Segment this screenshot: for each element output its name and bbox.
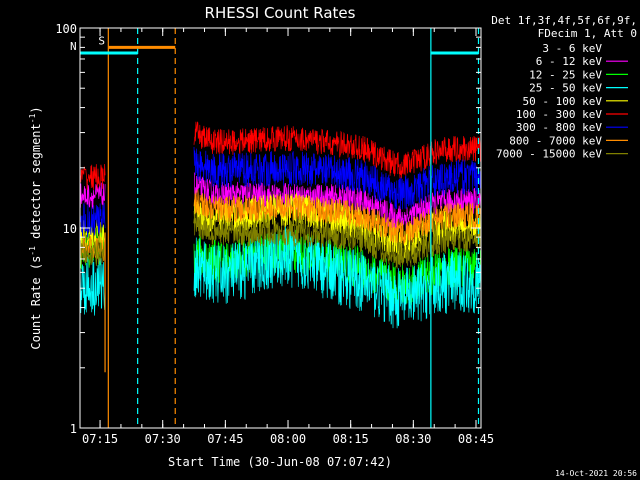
series-line [79, 202, 106, 238]
series-line [193, 226, 482, 329]
legend-entry: 3 - 6 keV [542, 42, 628, 55]
x-tick-label: 08:45 [458, 432, 494, 446]
axis-ticks: 07:15 07:30 07:45 08:00 08:15 08:30 08:45 1 10 10… [55, 22, 494, 446]
legend-entry: 300 - 800 keV [516, 121, 628, 134]
series-line [79, 255, 106, 316]
legend-label: 6 - 12 keV [536, 55, 603, 68]
y-tick-label: 100 [55, 22, 77, 36]
series-7000-15000kev [79, 210, 482, 269]
legend-label: 100 - 300 keV [516, 108, 602, 121]
x-tick-label: 08:15 [333, 432, 369, 446]
series-line [193, 210, 482, 269]
legend-label: 7000 - 15000 keV [496, 148, 602, 161]
y-tick-label: 1 [70, 422, 77, 436]
legend: Det 1f,3f,4f,5f,6f,9f, FDecim 1, Att 0 3… [491, 14, 637, 161]
series-line [193, 121, 482, 179]
plot-area: SN [70, 28, 482, 428]
x-tick-label: 07:15 [82, 432, 118, 446]
attenuator-label: N [70, 40, 77, 53]
series-300-800kev [79, 146, 482, 238]
x-tick-label: 08:00 [270, 432, 306, 446]
series-line [193, 146, 482, 210]
x-tick-label: 07:30 [145, 432, 181, 446]
series-line [79, 182, 106, 209]
legend-entry: 800 - 7000 keV [509, 134, 628, 147]
y-tick-label: 10 [63, 222, 77, 236]
series-25-50kev [79, 226, 482, 329]
series-100-300kev [79, 121, 482, 191]
legend-entry: 12 - 25 keV [529, 68, 628, 81]
legend-entry: 7000 - 15000 keV [496, 148, 628, 161]
series-line [79, 163, 106, 191]
legend-label: 800 - 7000 keV [509, 134, 602, 147]
footer-date: 14-Oct-2021 20:56 [555, 469, 637, 478]
legend-entry: 25 - 50 keV [529, 82, 628, 95]
legend-label: 50 - 100 keV [523, 95, 603, 108]
x-tick-label: 07:45 [207, 432, 243, 446]
legend-entry: 6 - 12 keV [536, 55, 628, 68]
legend-header-line-2: FDecim 1, Att 0 [538, 27, 637, 40]
legend-label: 3 - 6 keV [542, 42, 602, 55]
legend-label: 12 - 25 keV [529, 68, 602, 81]
chart-title: RHESSI Count Rates [205, 4, 356, 22]
y-axis-label: Count Rate (s-1 detector segment-1) [28, 106, 43, 349]
series-line [79, 239, 106, 267]
legend-entry: 50 - 100 keV [523, 95, 628, 108]
attenuator-label: S [98, 34, 105, 47]
legend-header-line-1: Det 1f,3f,4f,5f,6f,9f, [491, 14, 637, 27]
legend-label: 25 - 50 keV [529, 82, 602, 95]
x-axis-label: Start Time (30-Jun-08 07:07:42) [168, 455, 392, 469]
legend-label: 300 - 800 keV [516, 121, 602, 134]
x-tick-label: 08:30 [395, 432, 431, 446]
legend-entry: 100 - 300 keV [516, 108, 628, 121]
plot-frame [79, 27, 482, 429]
series-line [193, 189, 482, 245]
